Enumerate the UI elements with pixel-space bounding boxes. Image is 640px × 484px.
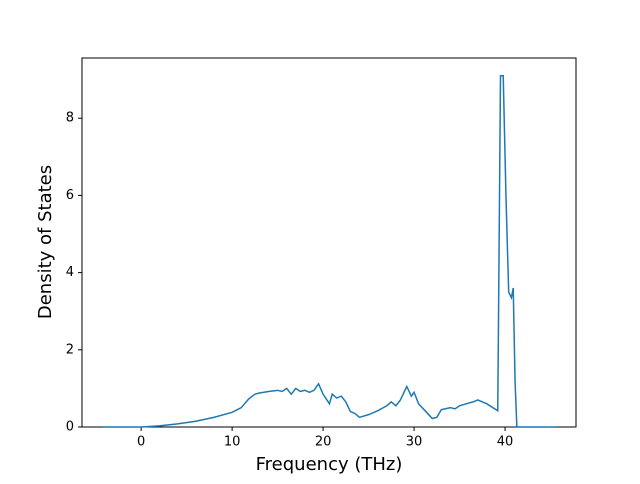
x-axis-label: Frequency (THz)	[256, 454, 403, 475]
x-tick-label: 20	[315, 435, 332, 450]
x-tick-label: 0	[137, 435, 145, 450]
x-tick-label: 30	[406, 435, 423, 450]
y-tick-label: 8	[66, 111, 74, 126]
y-axis-label: Density of States	[35, 165, 56, 319]
y-tick-label: 2	[66, 342, 74, 357]
plot-frame	[81, 57, 577, 428]
y-tick-label: 0	[66, 420, 74, 435]
y-tick-label: 4	[66, 265, 74, 280]
line	[102, 75, 556, 428]
y-tick-label: 6	[66, 188, 74, 203]
x-tick-label: 10	[224, 435, 241, 450]
x-tick-label: 40	[497, 435, 514, 450]
